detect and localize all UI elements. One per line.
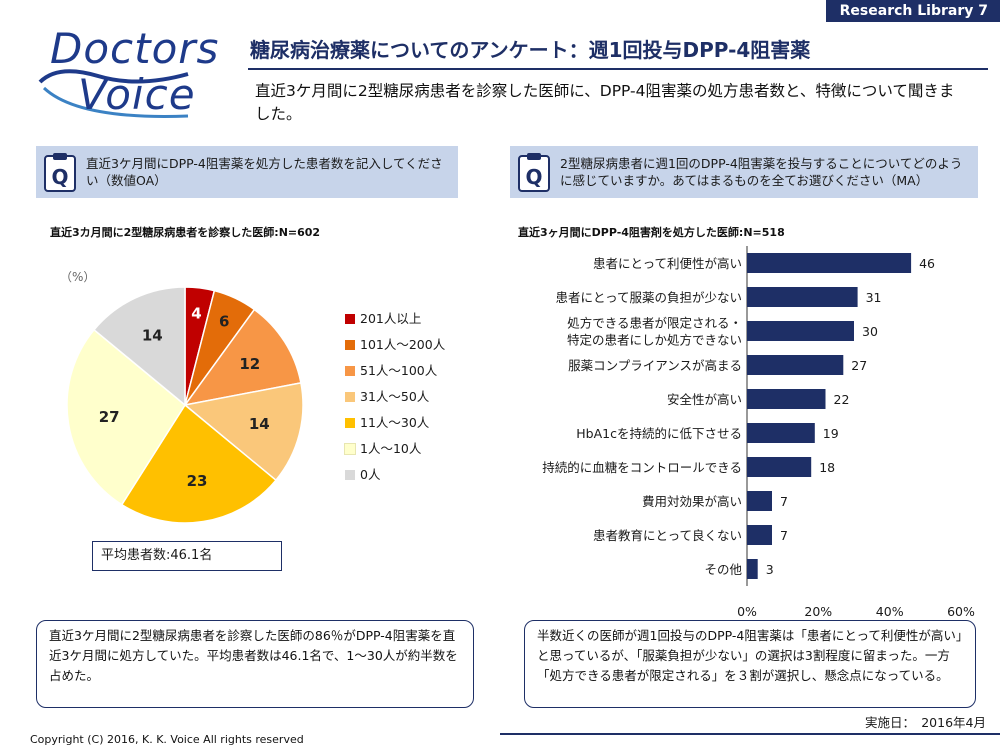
pie-slice-label: 14	[142, 327, 163, 345]
pie-slice	[183, 382, 304, 482]
research-library-tag: Research Library 7	[825, 0, 1000, 22]
left-summary-note: 直近3ケ月間に2型糖尿病患者を診察した医師の86％がDPP-4阻害薬を直近3ケ月…	[36, 620, 474, 708]
left-question-box: Q 直近3ケ月間にDPP-4阻害薬を処方した患者数を記入してください（数値OA）	[36, 146, 458, 198]
svg-text:Q: Q	[525, 165, 542, 189]
legend-swatch	[344, 443, 356, 455]
legend-label: 31人～50人	[360, 389, 430, 404]
bar-chart: 46 患者にとって利便性が高い 31 患者にとって服薬の負担が少ない 30 処方できる患者…	[542, 246, 975, 618]
bar	[747, 321, 854, 341]
bar-category-label: 持続的に血糖をコントロールできる	[542, 460, 742, 475]
clipboard-q-icon: Q	[518, 153, 550, 192]
pie-slice-label: 23	[187, 472, 208, 490]
left-question-text: 直近3ケ月間にDPP-4阻害薬を処方した患者数を記入してください（数値OA）	[86, 156, 443, 188]
bar-value-label: 31	[866, 290, 882, 305]
bar-value-label: 18	[819, 460, 835, 475]
bar-category-label: 服薬コンプライアンスが高まる	[568, 358, 742, 373]
bar-value-label: 7	[780, 528, 788, 543]
bar-category-label: 患者教育にとって良くない	[593, 528, 742, 543]
right-question-text: 2型糖尿病患者に週1回のDPP-4阻害薬を投与することについてどのように感じてい…	[560, 156, 963, 188]
bar-value-label: 7	[780, 494, 788, 509]
bar-category-label: 費用対効果が高い	[642, 494, 742, 509]
bar	[747, 253, 912, 273]
pie-unit-label: （%）	[60, 270, 96, 284]
pie-slice-label: 4	[191, 305, 201, 323]
bar-value-label: 3	[766, 562, 774, 577]
legend-swatch	[345, 366, 355, 376]
average-patients-box: 平均患者数:46.1名	[92, 541, 282, 571]
logo-text-voice: Voice	[78, 70, 196, 119]
pie-slice-label: 6	[219, 313, 229, 331]
bar	[747, 389, 826, 409]
pie-slice	[66, 328, 186, 506]
copyright-text: Copyright (C) 2016, K. K. Voice All righ…	[30, 733, 304, 746]
logo-text-doctors: Doctors	[50, 24, 220, 73]
bar-category-label: 患者にとって服薬の負担が少ない	[555, 290, 742, 305]
bar-category-label: 処方できる患者が限定される・特定の患者にしか処方できない	[567, 316, 742, 348]
legend-label: 0人	[360, 467, 381, 482]
pie-slice	[183, 308, 302, 407]
legend-swatch	[345, 470, 355, 480]
pie-slice	[93, 286, 186, 407]
pie-slice-label: 14	[249, 415, 270, 433]
bar-x-tick-label: 40%	[876, 604, 904, 618]
clipboard-q-icon: Q	[44, 153, 76, 192]
pie-slice	[120, 403, 277, 524]
legend-swatch	[345, 418, 355, 428]
pie-slice-label: 12	[239, 355, 260, 373]
bar-value-label: 19	[823, 426, 839, 441]
bar-value-label: 46	[919, 256, 935, 271]
bar	[747, 491, 772, 511]
bar-category-label: 患者にとって利便性が高い	[593, 256, 742, 271]
pie-chart: 4 6 12 14 23 27 14	[66, 286, 304, 524]
bar-value-label: 27	[851, 358, 867, 373]
svg-text:Q: Q	[51, 165, 68, 189]
bar-x-tick-label: 60%	[947, 604, 975, 618]
legend-label: 201人以上	[360, 311, 422, 326]
legend-label: 11人～30人	[360, 415, 430, 430]
legend-swatch	[345, 314, 355, 324]
bar-category-label: 安全性が高い	[667, 392, 742, 407]
right-summary-note: 半数近くの医師が週1回投与のDPP-4阻害薬は「患者にとって利便性が高い」と思っ…	[524, 620, 976, 708]
title-divider	[248, 68, 988, 70]
footer-divider	[500, 733, 1000, 735]
bar	[747, 355, 844, 375]
logo-swoosh-icon	[38, 69, 189, 118]
bar-category-label: HbA1cを持続的に低下させる	[576, 426, 742, 441]
bar-value-label: 22	[834, 392, 850, 407]
survey-date: 実施日： 2016年4月	[864, 715, 986, 730]
right-question-box: Q 2型糖尿病患者に週1回のDPP-4阻害薬を投与することについてどのように感じ…	[510, 146, 978, 198]
bar-sample-label: 直近3ヶ月間にDPP-4阻害剤を処方した医師:N=518	[518, 226, 785, 239]
bar-x-tick-label: 0%	[737, 604, 757, 618]
bar-x-tick-label: 20%	[804, 604, 832, 618]
legend-label: 1人～10人	[360, 441, 422, 456]
bar	[747, 525, 772, 545]
page-title: 糖尿病治療薬についてのアンケート：週1回投与DPP-4阻害薬	[250, 38, 811, 62]
legend-swatch	[345, 340, 355, 350]
pie-slice-label: 27	[99, 408, 120, 426]
lead-text: 直近3ケ月間に2型糖尿病患者を診察した医師に、DPP-4阻害薬の処方患者数と、特…	[255, 82, 955, 123]
bar	[747, 457, 812, 477]
bar-category-label: その他	[704, 562, 742, 577]
bar-value-label: 30	[862, 324, 878, 339]
legend-label: 51人～100人	[360, 363, 438, 378]
pie-sample-label: 直近3カ月間に2型糖尿病患者を診察した医師:N=602	[50, 226, 321, 239]
legend-swatch	[345, 392, 355, 402]
doctors-voice-logo: Doctors Voice	[38, 24, 218, 128]
legend-label: 101人～200人	[360, 337, 446, 352]
bar	[747, 287, 858, 307]
bar	[747, 559, 758, 579]
bar	[747, 423, 815, 443]
